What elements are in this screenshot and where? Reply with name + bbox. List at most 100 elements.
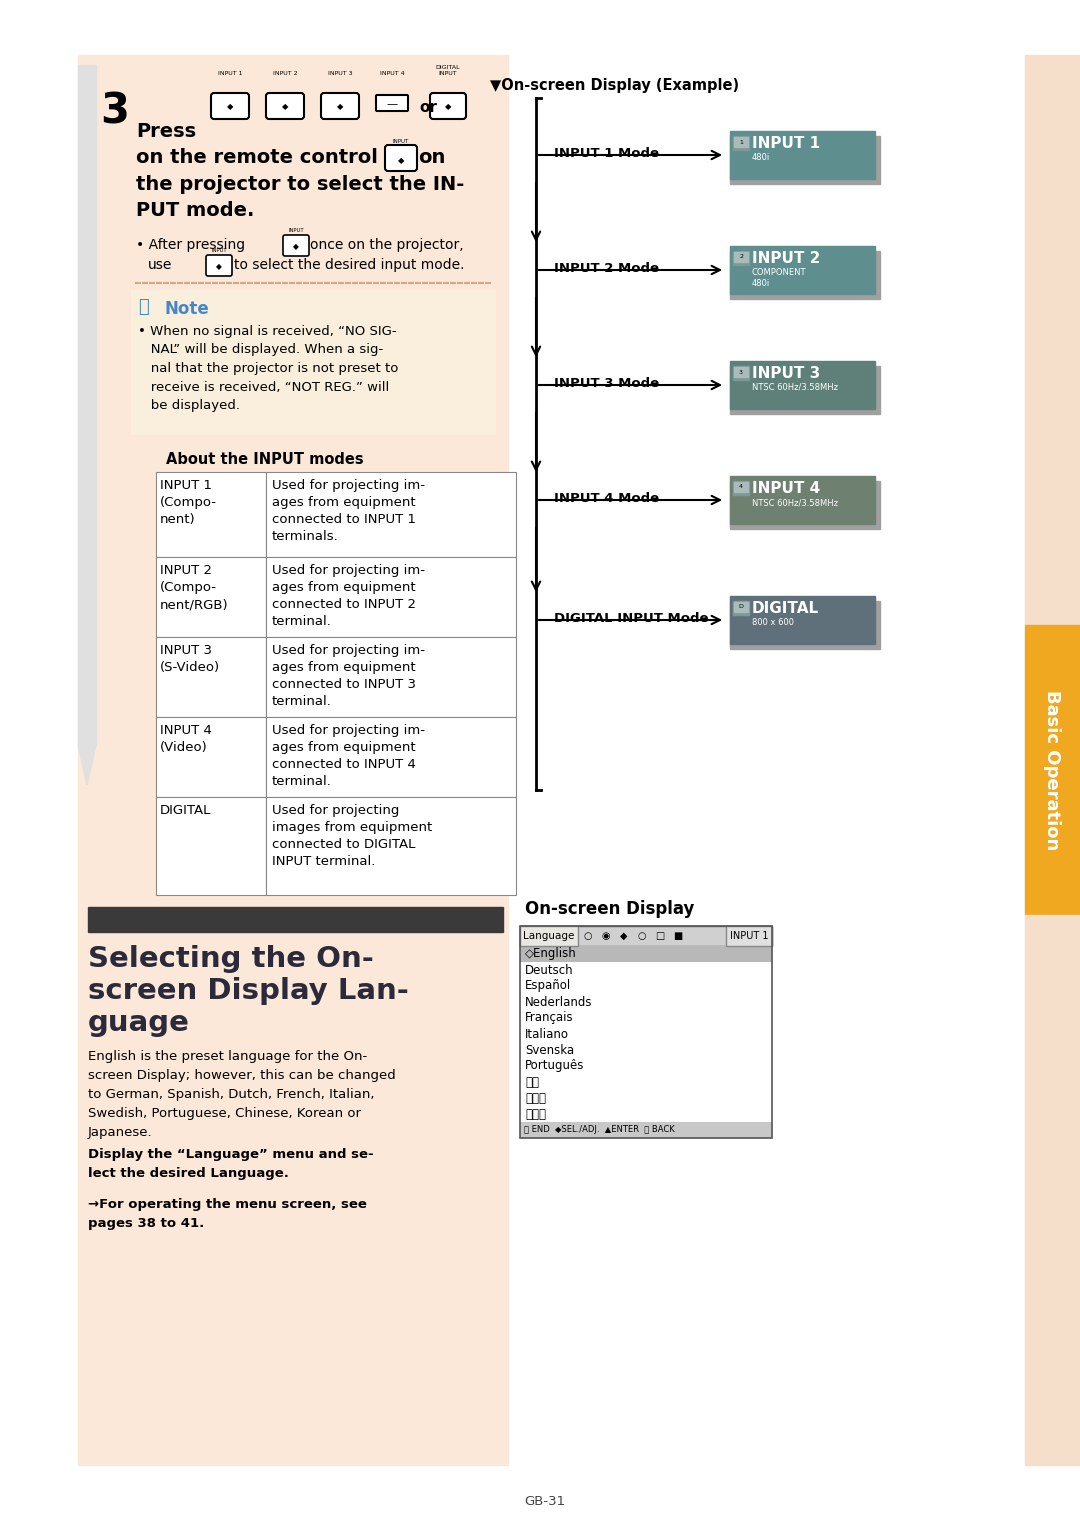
Bar [519,1042,772,1057]
Text: DIGITAL
INPUT: DIGITAL INPUT [435,66,460,76]
Text: the projector to select the IN-: the projector to select the IN- [136,176,464,194]
Text: on the remote control or: on the remote control or [136,148,408,167]
Text: Español: Español [525,979,571,993]
Text: to select the desired input mode.: to select the desired input mode. [234,258,464,272]
Text: ▼On-screen Display (Example): ▼On-screen Display (Example) [490,78,739,93]
Bar [730,477,875,524]
Bar [266,558,516,637]
Text: Italiano: Italiano [525,1027,569,1041]
Text: 3: 3 [100,90,129,131]
Bar [519,1025,772,1042]
Text: ◆: ◆ [282,102,288,112]
Bar [131,290,496,435]
Text: INPUT 2: INPUT 2 [272,70,297,76]
Text: ◆: ◆ [293,243,299,252]
Text: ■: ■ [673,931,683,941]
Text: Press: Press [136,122,197,141]
Text: or: or [419,99,437,115]
Text: Used for projecting im-
ages from equipment
connected to INPUT 4
terminal.: Used for projecting im- ages from equipm… [272,724,426,788]
Bar [266,472,516,558]
FancyBboxPatch shape [283,235,309,257]
Bar [730,367,880,414]
Bar [734,602,748,613]
Text: ○: ○ [638,931,646,941]
Text: ◆: ◆ [337,102,343,112]
Text: Note: Note [164,299,208,318]
Text: Used for projecting im-
ages from equipment
connected to INPUT 1
terminals.: Used for projecting im- ages from equipm… [272,478,426,542]
Polygon shape [78,746,96,785]
Text: DIGITAL: DIGITAL [160,804,212,817]
Text: INPUT 3: INPUT 3 [752,367,820,380]
Bar [730,481,880,529]
Text: use: use [148,258,173,272]
Text: Selecting the On-: Selecting the On- [87,944,374,973]
Text: once on the projector,: once on the projector, [310,238,463,252]
Bar [730,361,875,410]
Text: INPUT 2
(Compo-
nent/RGB): INPUT 2 (Compo- nent/RGB) [160,564,229,611]
Bar [519,926,772,1138]
Text: ○: ○ [584,931,592,941]
FancyBboxPatch shape [321,93,359,119]
Text: Svenska: Svenska [525,1044,575,1056]
Bar [156,717,266,798]
Text: screen Display Lan-: screen Display Lan- [87,976,409,1005]
Bar [730,246,875,293]
Text: →For operating the menu screen, see
pages 38 to 41.: →For operating the menu screen, see page… [87,1198,367,1230]
Text: Display the “Language” menu and se-
lect the desired Language.: Display the “Language” menu and se- lect… [87,1148,374,1180]
Bar [78,55,508,1465]
Text: GB-31: GB-31 [525,1494,566,1508]
Text: About the INPUT modes: About the INPUT modes [166,452,364,468]
Text: ⓪ END  ◆SEL./ADJ.  ▲ENTER  ⓪ BACK: ⓪ END ◆SEL./ADJ. ▲ENTER ⓪ BACK [524,1126,675,1134]
Bar [733,251,750,264]
Text: Used for projecting im-
ages from equipment
connected to INPUT 2
terminal.: Used for projecting im- ages from equipm… [272,564,426,628]
Text: • When no signal is received, “NO SIG-
   NAL” will be displayed. When a sig-
  : • When no signal is received, “NO SIG- N… [138,325,399,413]
Bar [519,978,772,995]
Text: ◆: ◆ [620,931,627,941]
Text: —: — [387,99,397,108]
Bar [1025,625,1080,915]
Text: 📝: 📝 [138,298,149,316]
Bar [519,1089,772,1106]
Text: 800 x 600: 800 x 600 [752,617,794,626]
Bar [78,66,96,746]
Bar [1025,915,1080,1465]
Bar [519,1106,772,1122]
Text: INPUT 1
(Compo-
nent): INPUT 1 (Compo- nent) [160,478,217,526]
Text: Português: Português [525,1059,584,1073]
Bar [266,717,516,798]
Bar [734,138,748,147]
FancyBboxPatch shape [206,255,232,277]
Bar [1025,55,1080,625]
Text: 2: 2 [739,255,743,260]
Text: DIGITAL INPUT Mode: DIGITAL INPUT Mode [554,613,708,625]
Bar [156,472,266,558]
Bar [519,926,578,946]
Bar [730,136,880,183]
FancyBboxPatch shape [211,93,249,119]
Text: Français: Français [525,1012,573,1024]
Text: English is the preset language for the On-
screen Display; however, this can be : English is the preset language for the O… [87,1050,395,1138]
FancyBboxPatch shape [384,145,417,171]
Text: 4: 4 [739,484,743,489]
Bar [519,946,772,963]
Bar [730,251,880,299]
Text: Used for projecting
images from equipment
connected to DIGITAL
INPUT terminal.: Used for projecting images from equipmen… [272,804,432,868]
Bar [519,926,772,946]
FancyBboxPatch shape [266,93,303,119]
Bar [734,252,748,261]
Text: • After pressing: • After pressing [136,238,245,252]
Bar [730,601,880,649]
Bar [730,131,875,179]
Text: 480i: 480i [752,153,770,162]
Text: INPUT 4: INPUT 4 [752,481,820,497]
Text: ◆: ◆ [445,102,451,112]
Text: INPUT 4
(Video): INPUT 4 (Video) [160,724,212,753]
Text: COMPONENT
480i: COMPONENT 480i [752,267,807,289]
Text: D: D [739,605,743,610]
Bar [733,367,750,380]
Text: INPUT 1: INPUT 1 [218,70,242,76]
Text: ◇English: ◇English [525,947,577,961]
Bar [519,1010,772,1025]
Text: INPUT: INPUT [288,228,303,232]
Text: INPUT 1: INPUT 1 [730,931,768,941]
